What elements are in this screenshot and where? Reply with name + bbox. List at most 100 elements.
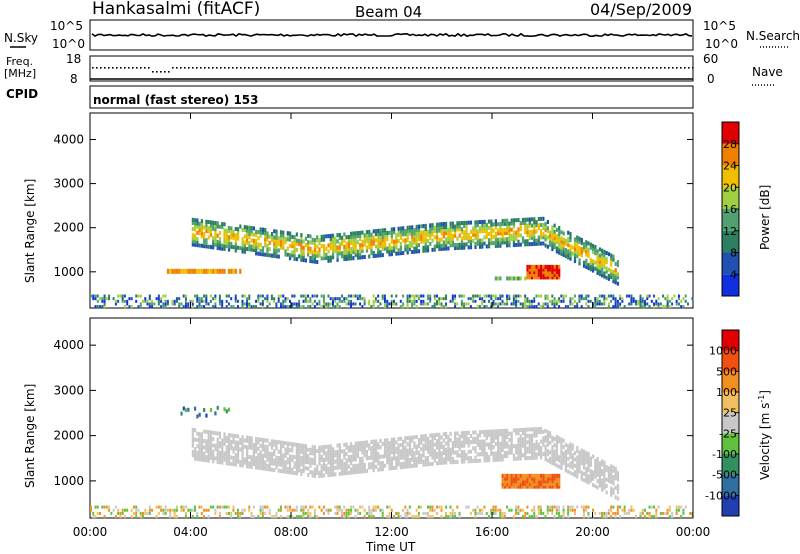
velocity-cell bbox=[587, 461, 590, 466]
velocity-cell bbox=[560, 462, 563, 467]
velocity-cell bbox=[302, 462, 305, 467]
velocity-cell bbox=[587, 505, 590, 509]
velocity-cell bbox=[594, 484, 597, 489]
velocity-cell bbox=[363, 453, 366, 458]
velocity-cell bbox=[374, 455, 378, 460]
velocity-cell bbox=[397, 452, 400, 457]
power-cell bbox=[279, 294, 282, 298]
power-cell bbox=[264, 237, 267, 242]
velocity-cell bbox=[307, 457, 310, 462]
velocity-cell bbox=[508, 473, 511, 478]
power-cell bbox=[232, 232, 235, 237]
power-cell bbox=[291, 294, 294, 298]
velocity-cell bbox=[539, 449, 543, 454]
velocity-cell bbox=[338, 449, 341, 454]
power-cell bbox=[449, 230, 452, 235]
power-cell bbox=[288, 237, 292, 242]
velocity-cell bbox=[406, 515, 409, 519]
velocity-cell bbox=[223, 438, 226, 443]
power-cell bbox=[234, 226, 237, 231]
velocity-cell bbox=[668, 508, 671, 512]
power-cell bbox=[275, 245, 278, 250]
velocity-cell bbox=[284, 460, 287, 465]
velocity-cell bbox=[521, 473, 525, 478]
velocity-cell bbox=[264, 460, 267, 465]
velocity-cell bbox=[374, 505, 377, 509]
velocity-cell bbox=[576, 455, 579, 460]
velocity-cell bbox=[322, 460, 326, 465]
power-cell bbox=[406, 302, 409, 306]
velocity-cell bbox=[225, 458, 228, 463]
power-cell bbox=[284, 297, 287, 301]
velocity-cell bbox=[203, 445, 206, 450]
power-cell bbox=[187, 302, 190, 306]
velocity-cell bbox=[603, 482, 606, 487]
power-cell bbox=[555, 237, 559, 242]
power-cell bbox=[460, 239, 464, 244]
velocity-cell bbox=[393, 443, 396, 448]
velocity-cell bbox=[478, 508, 481, 512]
power-cell bbox=[408, 240, 412, 245]
power-cell bbox=[438, 299, 441, 303]
velocity-cell bbox=[275, 465, 278, 470]
velocity-cell bbox=[426, 449, 430, 454]
velocity-cell bbox=[415, 444, 418, 449]
velocity-cell bbox=[449, 515, 452, 519]
freq-dot bbox=[508, 67, 510, 69]
velocity-cell bbox=[377, 458, 380, 463]
velocity-cell bbox=[241, 463, 244, 468]
power-cell bbox=[273, 244, 276, 249]
power-cell bbox=[214, 233, 217, 238]
power-cell bbox=[282, 233, 285, 238]
power-cell bbox=[524, 276, 527, 281]
power-cell bbox=[422, 230, 425, 235]
velocity-cell bbox=[148, 511, 151, 515]
velocity-cell bbox=[544, 473, 547, 478]
power-cell bbox=[506, 221, 509, 226]
power-cell bbox=[399, 241, 402, 246]
velocity-cell bbox=[438, 454, 441, 459]
power-cell bbox=[368, 235, 371, 240]
velocity-cell bbox=[203, 454, 206, 459]
power-cell bbox=[555, 299, 558, 303]
velocity-cell bbox=[519, 476, 522, 481]
power-cell bbox=[343, 250, 346, 255]
power-cell bbox=[196, 218, 199, 223]
power-cell bbox=[399, 248, 402, 253]
power-cell bbox=[372, 229, 375, 234]
power-cell bbox=[650, 299, 653, 303]
colorbar-cell bbox=[722, 143, 739, 166]
velocity-cell bbox=[415, 450, 418, 455]
power-cell bbox=[555, 267, 559, 272]
power-cell bbox=[433, 235, 436, 240]
velocity-cell bbox=[564, 462, 568, 467]
velocity-cell bbox=[257, 456, 260, 461]
velocity-cell bbox=[551, 448, 554, 453]
velocity-cell bbox=[221, 505, 224, 509]
velocity-cell bbox=[236, 508, 239, 512]
velocity-cell bbox=[221, 447, 224, 452]
velocity-cell bbox=[481, 439, 484, 444]
velocity-cell bbox=[501, 457, 504, 462]
velocity-cell bbox=[331, 450, 335, 455]
power-cell bbox=[162, 294, 165, 298]
velocity-cell bbox=[198, 412, 201, 417]
power-cell bbox=[413, 234, 416, 239]
power-cell bbox=[671, 297, 674, 301]
velocity-cell bbox=[282, 459, 285, 464]
velocity-cell bbox=[313, 467, 317, 472]
velocity-cell bbox=[671, 511, 674, 515]
velocity-cell bbox=[445, 511, 448, 515]
power-cell bbox=[469, 242, 473, 247]
power-cell bbox=[569, 244, 572, 249]
power-cell bbox=[221, 299, 224, 303]
velocity-cell bbox=[277, 449, 280, 454]
power-cell bbox=[395, 251, 398, 256]
power-cell bbox=[395, 245, 398, 250]
velocity-cell bbox=[397, 436, 400, 441]
velocity-cell bbox=[313, 470, 317, 475]
velocity-cell bbox=[246, 435, 249, 440]
power-cell bbox=[628, 294, 631, 298]
velocity-cell bbox=[397, 515, 400, 519]
